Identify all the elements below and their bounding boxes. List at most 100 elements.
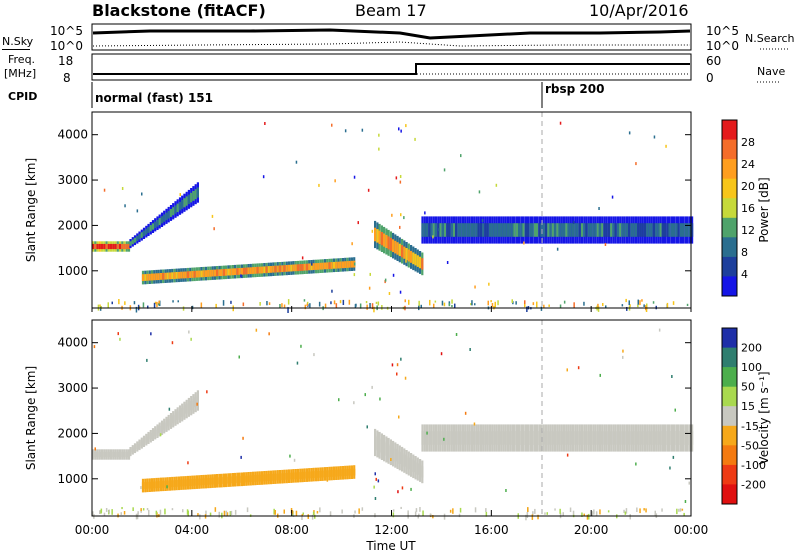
echo-cell (661, 508, 663, 512)
echo-cell (546, 512, 548, 515)
echo-cell (155, 510, 158, 515)
echo-cell (165, 420, 168, 429)
echo-cell (94, 243, 97, 250)
echo-cell (566, 368, 568, 372)
echo-cell (398, 415, 400, 419)
echo-cell (293, 458, 296, 462)
echo-cell (418, 513, 420, 517)
echo-cell (213, 477, 216, 485)
echo-cell (374, 227, 377, 242)
echo-cell (677, 431, 680, 445)
echo-cell (154, 429, 157, 437)
echo-cell (274, 265, 277, 273)
echo-cell (379, 397, 381, 401)
echo-cell (605, 223, 608, 237)
echo-cell (621, 223, 624, 237)
colorbar-tick-label: 20 (741, 180, 755, 193)
echo-cell (545, 223, 548, 237)
echo-cell (381, 305, 383, 310)
echo-cell (316, 511, 319, 514)
echo-cell (454, 303, 456, 308)
echo-cell (172, 207, 175, 216)
echo-cell (565, 431, 568, 445)
colorbar-frame (721, 327, 738, 505)
echo-cell (283, 265, 286, 272)
echo-cell (395, 176, 398, 180)
echo-cell (664, 431, 667, 445)
echo-cell (481, 219, 484, 223)
echo-cell (672, 301, 675, 305)
echo-cell (373, 485, 375, 489)
y-tick-label: 2000 (57, 426, 88, 440)
echo-cell (645, 306, 648, 312)
echo-cell (688, 223, 691, 237)
echo-cell (630, 223, 633, 237)
echo-cell (414, 253, 417, 266)
echo-cell (531, 431, 534, 445)
echo-cell (205, 510, 207, 516)
echo-cell (657, 223, 660, 237)
echo-cell (585, 223, 588, 237)
echo-cell (648, 223, 651, 237)
colorbar-frame (721, 119, 738, 297)
echo-cell (319, 507, 321, 513)
echo-cell (175, 272, 178, 279)
echo-cell (666, 223, 669, 237)
echo-cell (326, 262, 329, 270)
echo-cell (399, 225, 401, 229)
echo-cell (344, 129, 347, 133)
echo-cell (607, 431, 611, 445)
colorbar-segment (722, 425, 737, 446)
echo-cell (648, 431, 651, 445)
echo-cell (412, 252, 415, 265)
echo-cell (559, 512, 562, 519)
echo-cell (144, 482, 147, 489)
echo-cell (639, 223, 642, 237)
echo-cell (159, 273, 163, 280)
echo-cell (437, 431, 440, 445)
echo-cell (148, 509, 150, 516)
echo-cell (526, 306, 528, 312)
echo-cell (333, 300, 336, 305)
echo-cell (135, 306, 138, 313)
echo-cell (159, 481, 163, 488)
echo-cell (459, 223, 462, 237)
echo-cell (92, 511, 94, 516)
echo-cell (296, 472, 300, 480)
echo-cell (193, 270, 196, 278)
echo-cell (312, 263, 315, 270)
echo-cell (421, 223, 424, 237)
echo-cell (421, 258, 424, 270)
echo-cell (563, 300, 566, 304)
echo-cell (190, 192, 193, 203)
nave-top-tick: 60 (706, 54, 721, 68)
echo-cell (238, 355, 240, 359)
echo-cell (110, 451, 113, 458)
echo-cell (392, 239, 395, 253)
echo-cell (674, 408, 676, 412)
echo-cell (458, 513, 461, 518)
y-tick-label: 1000 (57, 472, 88, 486)
echo-cell (603, 223, 606, 237)
echo-cell (198, 478, 201, 486)
nave-label: Nave (757, 65, 785, 78)
echo-cell (639, 300, 641, 306)
echo-cell (234, 509, 237, 515)
echo-cell (185, 404, 188, 414)
echo-cell (267, 266, 270, 273)
echo-cell (410, 487, 412, 491)
echo-cell (326, 478, 329, 482)
echo-cell (556, 431, 559, 445)
echo-cell (450, 223, 453, 237)
echo-cell (182, 509, 184, 513)
echo-cell (317, 471, 320, 478)
echo-cell (119, 243, 122, 250)
echo-cell (524, 223, 527, 237)
echo-cell (461, 223, 465, 237)
echo-cell (468, 431, 471, 445)
echo-cell (428, 431, 431, 445)
echo-cell (168, 407, 171, 411)
echo-cell (407, 249, 410, 262)
echo-cell (538, 223, 541, 237)
colorbar-segment (722, 217, 737, 238)
